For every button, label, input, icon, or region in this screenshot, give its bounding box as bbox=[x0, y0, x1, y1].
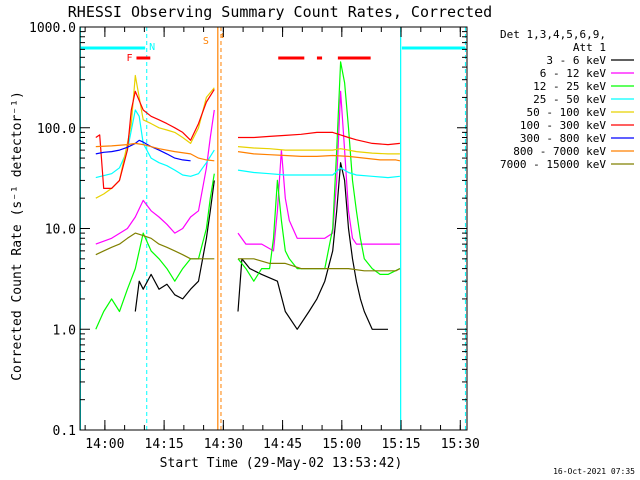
x-tick-label: 14:00 bbox=[85, 437, 124, 452]
legend-label: 800 - 7000 keV bbox=[513, 145, 606, 158]
series-line-8 bbox=[238, 258, 401, 272]
series-line-0 bbox=[237, 162, 388, 330]
legend-label: 12 - 25 keV bbox=[533, 80, 606, 93]
x-tick-label: 14:30 bbox=[204, 437, 243, 452]
chart-title: RHESSI Observing Summary Count Rates, Co… bbox=[68, 3, 492, 21]
series-line-1 bbox=[237, 90, 400, 252]
flag-layer: N F S ↕ bbox=[80, 31, 466, 64]
series-line-0 bbox=[134, 180, 215, 312]
flag-label-n: N bbox=[149, 42, 155, 53]
series-line-7 bbox=[237, 151, 401, 162]
y-axis-label: Corrected Count Rate (s⁻¹ detector⁻¹) bbox=[10, 91, 25, 381]
legend-label: 7000 - 15000 keV bbox=[500, 158, 606, 171]
y-tick-label: 10.0 bbox=[45, 223, 76, 238]
legend-label: 3 - 6 keV bbox=[546, 54, 606, 67]
x-tick-label: 14:45 bbox=[263, 437, 302, 452]
series-line-3 bbox=[237, 167, 400, 179]
series-line-5 bbox=[238, 131, 400, 146]
series-layer bbox=[95, 61, 401, 330]
footer-timestamp: 16-Oct-2021 07:35 bbox=[553, 467, 635, 476]
plot-frame bbox=[79, 26, 468, 431]
series-line-7 bbox=[95, 142, 215, 162]
y-tick-label: 1.0 bbox=[53, 323, 76, 338]
series-line-2 bbox=[237, 61, 401, 282]
legend-header-line-1: Det 1,3,4,5,6,9, bbox=[500, 28, 606, 41]
series-line-3 bbox=[95, 109, 215, 179]
legend-label: 50 - 100 keV bbox=[527, 106, 607, 119]
legend-label: 300 - 800 keV bbox=[520, 132, 606, 145]
legend-label: 100 - 300 keV bbox=[520, 119, 606, 132]
series-line-8 bbox=[95, 232, 215, 260]
plot-area bbox=[79, 27, 466, 430]
y-tick-label: 100.0 bbox=[37, 122, 76, 137]
legend-label: 6 - 12 keV bbox=[540, 67, 607, 80]
y-tick-label: 1000.0 bbox=[29, 21, 76, 36]
x-tick-label: 14:15 bbox=[145, 437, 184, 452]
x-tick-label: 15:30 bbox=[441, 437, 480, 452]
legend-label: 25 - 50 keV bbox=[533, 93, 606, 106]
legend-header-line-2: Att 1 bbox=[573, 41, 606, 54]
series-line-2 bbox=[95, 173, 215, 330]
flag-marker-s: ↕ bbox=[220, 31, 225, 41]
axis-layer: 0.1 1.0 10.0 100.0 1000.0 14:00 14:15 14:30 14:4… bbox=[29, 21, 480, 452]
flag-label-f: F bbox=[126, 53, 132, 64]
series-line-1 bbox=[95, 109, 215, 245]
series-line-4 bbox=[237, 146, 400, 155]
series-line-4 bbox=[95, 74, 215, 199]
x-tick-label: 15:00 bbox=[322, 437, 361, 452]
series-line-6 bbox=[95, 139, 191, 162]
x-axis-label: Start Time (29-May-02 13:53:42) bbox=[160, 456, 403, 471]
series-line-5 bbox=[95, 89, 215, 189]
x-tick-label: 15:15 bbox=[381, 437, 420, 452]
flag-label-s: S bbox=[203, 36, 209, 47]
y-tick-label: 0.1 bbox=[53, 424, 76, 439]
